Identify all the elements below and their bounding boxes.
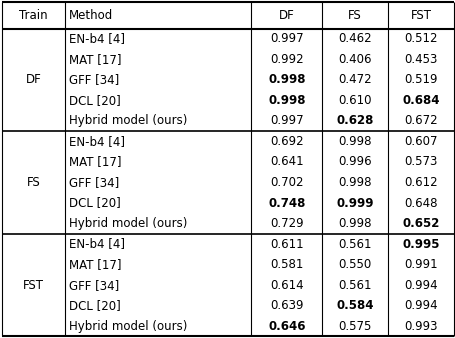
Text: 0.999: 0.999 [336, 196, 373, 210]
Text: 0.639: 0.639 [269, 299, 303, 312]
Text: 0.628: 0.628 [336, 115, 373, 127]
Text: 0.646: 0.646 [268, 319, 305, 333]
Text: 0.692: 0.692 [269, 135, 303, 148]
Text: Train: Train [20, 9, 48, 22]
Text: 0.748: 0.748 [268, 196, 305, 210]
Text: 0.684: 0.684 [401, 94, 439, 107]
Text: 0.994: 0.994 [403, 299, 437, 312]
Text: Hybrid model (ours): Hybrid model (ours) [69, 115, 187, 127]
Text: 0.998: 0.998 [338, 135, 371, 148]
Text: DF: DF [278, 9, 294, 22]
Text: 0.561: 0.561 [338, 238, 371, 250]
Text: 0.610: 0.610 [338, 94, 371, 107]
Text: 0.998: 0.998 [338, 217, 371, 230]
Text: 0.512: 0.512 [403, 32, 437, 45]
Text: 0.611: 0.611 [269, 238, 303, 250]
Text: 0.406: 0.406 [338, 53, 371, 66]
Text: EN-b4 [4]: EN-b4 [4] [69, 32, 125, 45]
Text: 0.995: 0.995 [401, 238, 439, 250]
Text: Hybrid model (ours): Hybrid model (ours) [69, 217, 187, 230]
Text: FST: FST [410, 9, 430, 22]
Text: 0.648: 0.648 [403, 196, 437, 210]
Text: FST: FST [23, 279, 44, 292]
Text: 0.462: 0.462 [338, 32, 371, 45]
Text: 0.519: 0.519 [403, 73, 437, 87]
Text: DCL [20]: DCL [20] [69, 299, 120, 312]
Text: 0.614: 0.614 [269, 279, 303, 292]
Text: 0.998: 0.998 [268, 94, 305, 107]
Text: 0.991: 0.991 [403, 258, 437, 271]
Text: MAT [17]: MAT [17] [69, 53, 121, 66]
Text: 0.584: 0.584 [336, 299, 373, 312]
Text: 0.672: 0.672 [403, 115, 437, 127]
Text: FS: FS [27, 176, 40, 189]
Text: 0.996: 0.996 [338, 155, 371, 168]
Text: 0.550: 0.550 [338, 258, 371, 271]
Text: 0.998: 0.998 [338, 176, 371, 189]
Text: 0.573: 0.573 [403, 155, 437, 168]
Text: MAT [17]: MAT [17] [69, 258, 121, 271]
Text: 0.607: 0.607 [403, 135, 437, 148]
Text: 0.453: 0.453 [403, 53, 437, 66]
Text: 0.994: 0.994 [403, 279, 437, 292]
Text: DCL [20]: DCL [20] [69, 196, 120, 210]
Text: 0.998: 0.998 [268, 73, 305, 87]
Text: 0.702: 0.702 [269, 176, 303, 189]
Text: 0.641: 0.641 [269, 155, 303, 168]
Text: 0.729: 0.729 [269, 217, 303, 230]
Text: 0.993: 0.993 [403, 319, 437, 333]
Text: 0.612: 0.612 [403, 176, 437, 189]
Text: 0.997: 0.997 [269, 32, 303, 45]
Text: EN-b4 [4]: EN-b4 [4] [69, 238, 125, 250]
Text: GFF [34]: GFF [34] [69, 279, 119, 292]
Text: DCL [20]: DCL [20] [69, 94, 120, 107]
Text: 0.652: 0.652 [401, 217, 439, 230]
Text: 0.581: 0.581 [269, 258, 303, 271]
Text: 0.472: 0.472 [338, 73, 371, 87]
Text: 0.575: 0.575 [338, 319, 371, 333]
Text: GFF [34]: GFF [34] [69, 176, 119, 189]
Text: GFF [34]: GFF [34] [69, 73, 119, 87]
Text: EN-b4 [4]: EN-b4 [4] [69, 135, 125, 148]
Text: DF: DF [26, 73, 41, 87]
Text: MAT [17]: MAT [17] [69, 155, 121, 168]
Text: 0.561: 0.561 [338, 279, 371, 292]
Text: Hybrid model (ours): Hybrid model (ours) [69, 319, 187, 333]
Text: 0.997: 0.997 [269, 115, 303, 127]
Text: FS: FS [348, 9, 361, 22]
Text: Method: Method [69, 9, 113, 22]
Text: 0.992: 0.992 [269, 53, 303, 66]
